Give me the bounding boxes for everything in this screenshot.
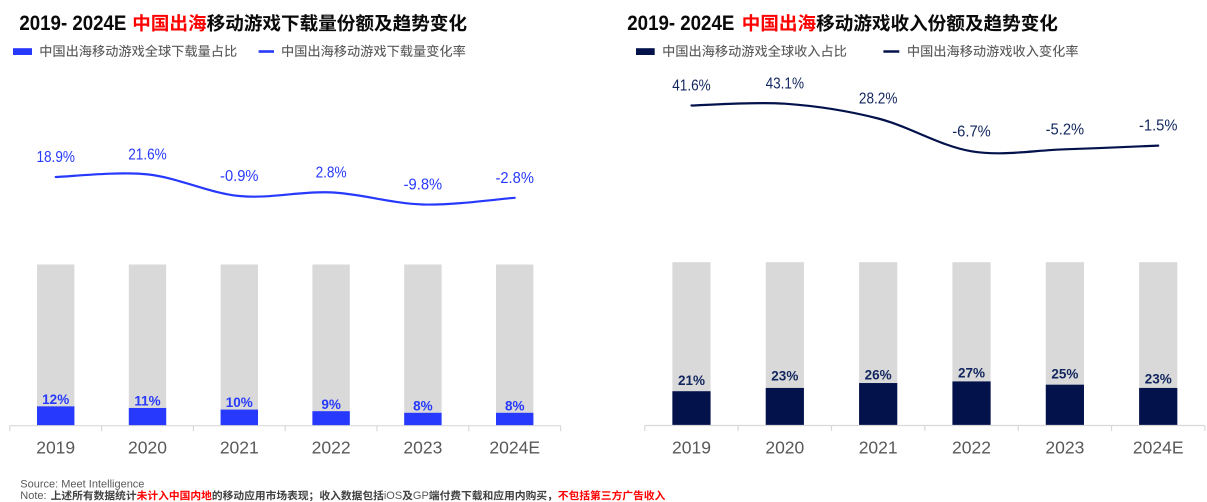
svg-text:28.2%: 28.2% <box>859 91 898 108</box>
svg-text:25%: 25% <box>1051 367 1078 382</box>
svg-text:2023: 2023 <box>403 438 442 458</box>
svg-text:2024E: 2024E <box>489 438 540 458</box>
svg-text:8%: 8% <box>413 398 433 413</box>
svg-text:43.1%: 43.1% <box>766 76 805 93</box>
svg-text:2022: 2022 <box>952 438 991 458</box>
svg-text:21.6%: 21.6% <box>128 146 167 163</box>
svg-text:11%: 11% <box>134 394 160 409</box>
svg-text:9%: 9% <box>321 397 341 412</box>
svg-text:2021: 2021 <box>220 438 259 458</box>
svg-text:26%: 26% <box>865 368 892 383</box>
svg-text:Source: Meet Intelligence: Source: Meet Intelligence <box>20 479 144 491</box>
svg-text:2020: 2020 <box>765 438 804 458</box>
svg-text:18.9%: 18.9% <box>36 149 75 166</box>
svg-text:-2.8%: -2.8% <box>495 170 534 187</box>
svg-text:10%: 10% <box>226 395 253 410</box>
svg-text:41.6%: 41.6% <box>672 78 711 95</box>
svg-text:23%: 23% <box>771 369 798 384</box>
svg-text:Note:: Note: <box>20 490 49 502</box>
svg-text:12%: 12% <box>42 392 69 407</box>
svg-text:27%: 27% <box>958 366 985 381</box>
svg-text:-9.8%: -9.8% <box>404 177 443 194</box>
svg-text:2019: 2019 <box>36 438 75 458</box>
svg-text:-1.5%: -1.5% <box>1139 118 1178 135</box>
svg-text:2021: 2021 <box>859 438 898 458</box>
svg-text:-5.2%: -5.2% <box>1046 121 1085 138</box>
svg-text:2022: 2022 <box>312 438 351 458</box>
svg-text:2.8%: 2.8% <box>316 164 347 181</box>
svg-text:-6.7%: -6.7% <box>952 123 991 140</box>
svg-text:-0.9%: -0.9% <box>220 168 259 185</box>
svg-text:21%: 21% <box>678 373 705 388</box>
svg-text:GP: GP <box>413 490 429 502</box>
svg-text:2019: 2019 <box>672 438 711 458</box>
svg-text:2024E: 2024E <box>1133 438 1184 458</box>
svg-text:2019- 2024E: 2019- 2024E <box>19 11 126 35</box>
svg-text:8%: 8% <box>505 398 525 413</box>
svg-text:2020: 2020 <box>128 438 167 458</box>
svg-text:2023: 2023 <box>1045 438 1084 458</box>
svg-text:2019- 2024E: 2019- 2024E <box>627 11 734 35</box>
svg-text:iOS: iOS <box>384 490 402 502</box>
svg-text:23%: 23% <box>1145 371 1172 386</box>
